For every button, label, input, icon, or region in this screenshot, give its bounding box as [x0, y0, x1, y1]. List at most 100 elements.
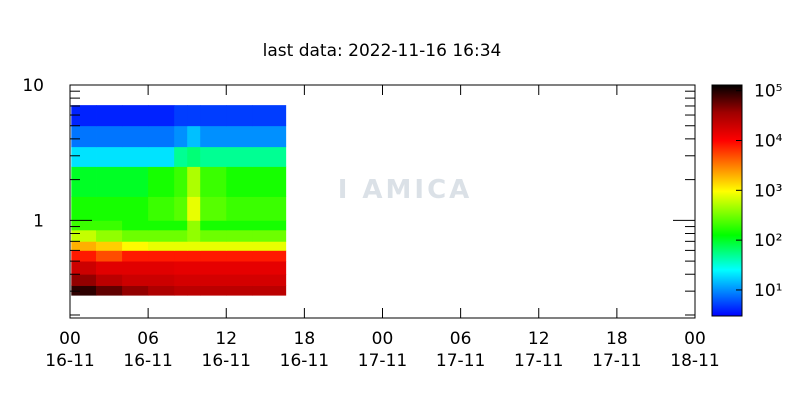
heat-cell [122, 166, 149, 197]
heat-cell [122, 220, 149, 231]
heat-cell [252, 166, 287, 197]
heat-cell [252, 241, 287, 251]
heat-cell [96, 261, 123, 275]
heat-cell [174, 220, 188, 231]
x-tick-label: 12 [215, 329, 237, 349]
heat-cell [122, 229, 149, 242]
heat-cell [96, 196, 123, 221]
heat-cell [187, 250, 201, 262]
x-tick-label: 06 [137, 329, 159, 349]
colorbar [711, 84, 743, 317]
x-tick-label: 00 [684, 329, 706, 349]
colorbar-tick-label: 10⁵ [754, 82, 782, 102]
heat-cell [187, 241, 201, 251]
heat-cell [200, 274, 227, 286]
heat-cell [187, 166, 201, 197]
heat-cell [96, 220, 123, 231]
heat-cell [174, 241, 188, 251]
heat-cell [252, 146, 287, 167]
heat-cell [187, 146, 201, 167]
x-tick-date: 17-11 [514, 351, 563, 371]
heat-cell [96, 285, 123, 296]
heat-cell [71, 146, 97, 167]
heat-cell [148, 250, 175, 262]
heat-cell [187, 125, 201, 148]
heat-cell [187, 105, 201, 127]
x-tick-date: 18-11 [670, 351, 719, 371]
heat-cell [187, 285, 201, 296]
x-tick-date: 17-11 [436, 351, 485, 371]
heat-cell [200, 196, 227, 221]
heat-cell [71, 229, 97, 242]
heat-cell [226, 261, 253, 275]
heat-cell [200, 146, 227, 167]
x-tick-label: 06 [450, 329, 472, 349]
heat-cell [187, 229, 201, 242]
heat-cell [148, 105, 175, 127]
heat-cell [71, 196, 97, 221]
heat-cell [200, 261, 227, 275]
heat-cell [174, 196, 188, 221]
heat-cell [71, 274, 97, 286]
heat-cell [174, 146, 188, 167]
x-tick-label: 18 [294, 329, 316, 349]
heat-cell [226, 125, 253, 148]
heat-cell [174, 285, 188, 296]
heat-cell [96, 125, 123, 148]
heat-cell [96, 105, 123, 127]
heat-cell [96, 146, 123, 167]
x-tick-label: 18 [606, 329, 628, 349]
heat-cell [252, 261, 287, 275]
heat-cell [252, 229, 287, 242]
heat-cell [174, 250, 188, 262]
heat-cell [148, 274, 175, 286]
heat-cell [71, 220, 97, 231]
heat-cell [71, 285, 97, 296]
heat-cell [226, 250, 253, 262]
heat-cell [71, 250, 97, 262]
heat-cell [148, 146, 175, 167]
chart-title: last data: 2022-11-16 16:34 [263, 41, 502, 61]
heat-cell [226, 274, 253, 286]
heat-cell [226, 285, 253, 296]
heat-cell [174, 166, 188, 197]
heat-cell [148, 220, 175, 231]
x-tick-date: 16-11 [280, 351, 329, 371]
heat-cell [187, 196, 201, 221]
heat-cell [252, 274, 287, 286]
heat-cell [174, 261, 188, 275]
heat-cell [252, 285, 287, 296]
heat-cell [71, 125, 97, 148]
x-tick-date: 17-11 [592, 351, 641, 371]
heat-cell [252, 220, 287, 231]
heat-cell [226, 196, 253, 221]
heat-cell [187, 220, 201, 231]
heat-cell [200, 125, 227, 148]
heat-cell [226, 229, 253, 242]
heat-cell [226, 146, 253, 167]
heat-cell [200, 220, 227, 231]
heat-cell [200, 229, 227, 242]
y-tick-label: 1 [33, 211, 44, 231]
heat-cell [122, 274, 149, 286]
heat-cell [187, 261, 201, 275]
heat-cell [96, 241, 123, 251]
heat-cell [96, 166, 123, 197]
y-tick-label: 10 [22, 76, 44, 96]
heat-cell [174, 125, 188, 148]
x-tick-label: 00 [372, 329, 394, 349]
heat-cell [174, 274, 188, 286]
heat-cell [122, 125, 149, 148]
heat-cell [148, 125, 175, 148]
heat-cell [148, 229, 175, 242]
heat-cell [71, 261, 97, 275]
heat-cell [148, 196, 175, 221]
heat-cell [252, 125, 287, 148]
heat-cell [187, 274, 201, 286]
heat-cell [226, 241, 253, 251]
heat-cell [252, 196, 287, 221]
heat-cell [148, 166, 175, 197]
heat-cell [122, 250, 149, 262]
heat-cell [148, 261, 175, 275]
